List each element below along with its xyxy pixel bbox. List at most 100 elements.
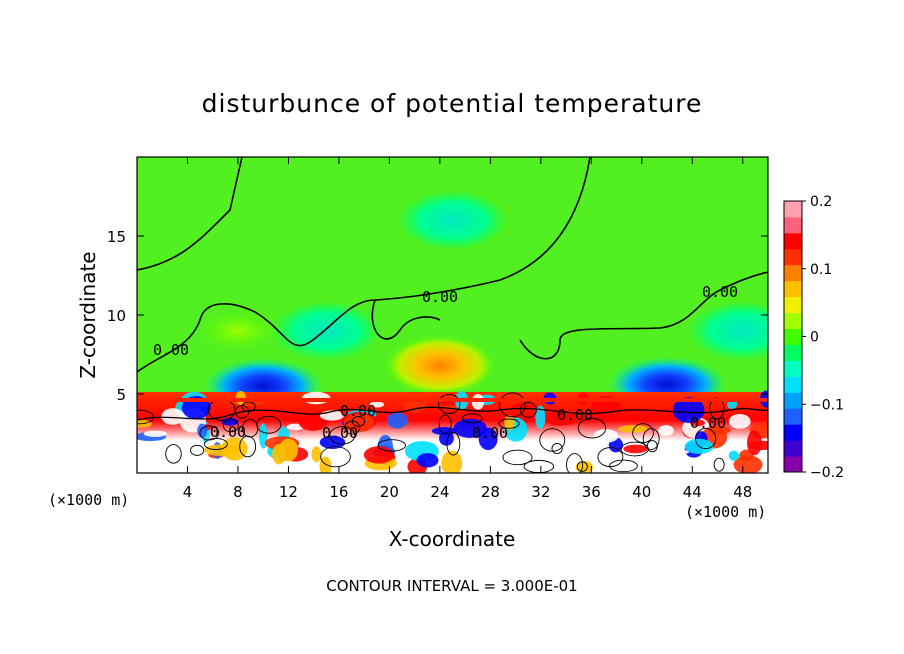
turbulent-contour bbox=[519, 402, 537, 418]
turbulent-blob bbox=[655, 448, 690, 456]
turbulent-blob bbox=[501, 442, 513, 449]
turbulent-blob bbox=[726, 399, 738, 409]
turbulent-contour bbox=[222, 419, 239, 433]
colorbar-segment bbox=[784, 408, 802, 425]
contour-label: 0.00 bbox=[322, 424, 358, 442]
x-tick-label: 4 bbox=[183, 483, 193, 501]
field-feature bbox=[271, 300, 382, 361]
turbulent-blob bbox=[543, 410, 579, 426]
colorbar-segment bbox=[784, 424, 802, 441]
turbulent-blob bbox=[672, 397, 705, 423]
turbulent-contour bbox=[502, 449, 533, 466]
turbulent-blob bbox=[143, 430, 167, 437]
turbulent-contour bbox=[190, 444, 205, 456]
turbulent-blob bbox=[343, 413, 375, 433]
colorbar-tick-label: −0.1 bbox=[810, 397, 844, 413]
turbulent-contour bbox=[351, 415, 366, 427]
x-tick-label: 24 bbox=[430, 483, 449, 501]
contour-interval-note: CONTOUR INTERVAL = 3.000E-01 bbox=[326, 577, 577, 595]
turbulent-contour bbox=[446, 432, 461, 456]
turbulent-blob bbox=[658, 425, 674, 436]
y-axis-label: Z-coordinate bbox=[76, 251, 100, 378]
turbulent-blob bbox=[137, 420, 152, 428]
colorbar-segment bbox=[784, 216, 802, 234]
zero-contour bbox=[137, 157, 591, 373]
contour-label: 0.00 bbox=[690, 414, 726, 432]
x-tick-label: 16 bbox=[329, 483, 348, 501]
turbulent-blob bbox=[535, 405, 546, 430]
zero-contour bbox=[519, 271, 768, 360]
colorbar-segment bbox=[784, 312, 802, 330]
turbulent-contour bbox=[461, 413, 483, 424]
turbulent-blob bbox=[278, 438, 299, 462]
chart-title: disturbunce of potential temperature bbox=[202, 89, 703, 118]
colorbar-tick-label: 0 bbox=[810, 330, 819, 346]
turbulent-blob bbox=[618, 425, 648, 433]
contour-label: 0.00 bbox=[210, 423, 246, 441]
turbulent-contour bbox=[642, 428, 660, 450]
zero-contour bbox=[371, 299, 441, 340]
turbulent-blob bbox=[386, 412, 408, 429]
turbulent-blob bbox=[747, 430, 762, 456]
turbulent-blob bbox=[311, 446, 322, 463]
turbulent-contour bbox=[609, 459, 638, 473]
colorbar-tick-label: −0.2 bbox=[810, 465, 844, 481]
contour-labels: 0.00 0.00 0.00 0.00 0.00 0.00 0.00 0.00 0.00 bbox=[153, 283, 738, 442]
colorbar-tick-label: 0.1 bbox=[810, 262, 832, 278]
turbulent-contour bbox=[646, 440, 658, 453]
x-tick-label: 28 bbox=[481, 483, 500, 501]
contour-label: 0.00 bbox=[422, 288, 458, 306]
turbulent-contour bbox=[597, 447, 624, 468]
turbulent-blob bbox=[710, 426, 731, 435]
turbulent-blob bbox=[453, 418, 487, 438]
turbulent-contour bbox=[709, 397, 725, 420]
plot-area: 0.00 0.00 0.00 0.00 0.00 0.00 0.00 0.00 0.00 bbox=[137, 157, 768, 473]
x-tick-label: 48 bbox=[733, 483, 752, 501]
turbulent-blob bbox=[363, 446, 395, 464]
contour-label: 0.00 bbox=[153, 341, 189, 359]
turbulent-blob bbox=[204, 444, 240, 456]
turbulent-contour bbox=[713, 457, 725, 472]
colorbar-segment bbox=[784, 344, 802, 361]
turbulent-blob bbox=[403, 393, 427, 413]
turbulent-contour bbox=[377, 439, 406, 452]
colorbar-segment bbox=[784, 360, 802, 377]
x-unit-label-right: (×1000 m) bbox=[685, 503, 766, 521]
turbulent-blob bbox=[319, 456, 332, 473]
contour-label: 0.00 bbox=[472, 424, 508, 442]
turbulent-contour bbox=[438, 414, 452, 435]
turbulent-contour bbox=[539, 428, 566, 452]
turbulent-contour bbox=[551, 443, 563, 454]
colorbar-segment bbox=[784, 232, 802, 250]
colorbar bbox=[783, 200, 803, 473]
turbulent-blob bbox=[593, 429, 619, 443]
x-unit-label-left: (×1000 m) bbox=[48, 491, 129, 509]
turbulent-blob bbox=[298, 414, 328, 431]
turbulent-contour bbox=[203, 438, 228, 451]
contour-label: 0.00 bbox=[557, 406, 593, 424]
colorbar-segment bbox=[784, 328, 802, 345]
x-tick-label: 44 bbox=[683, 483, 702, 501]
x-tick-label: 32 bbox=[531, 483, 550, 501]
turbulent-contour bbox=[576, 461, 588, 472]
colorbar-segment bbox=[784, 456, 802, 473]
x-tick-label: 20 bbox=[380, 483, 399, 501]
field-feature bbox=[197, 310, 278, 351]
colorbar-ticks: 0.2 0.1 0 −0.1 −0.2 bbox=[802, 194, 844, 481]
turbulent-blob bbox=[441, 450, 463, 473]
turbulent-blob bbox=[623, 444, 648, 454]
turbulent-contour bbox=[498, 418, 520, 429]
zero-contour bbox=[137, 157, 243, 271]
turbulent-blob bbox=[575, 460, 594, 473]
field-feature bbox=[384, 335, 495, 396]
y-tick-label: 15 bbox=[107, 228, 126, 246]
turbulent-blob bbox=[286, 423, 304, 431]
y-tick-label: 5 bbox=[116, 386, 126, 404]
turbulent-contour bbox=[695, 428, 717, 450]
colorbar-segment bbox=[784, 376, 802, 393]
turbulent-blob bbox=[161, 408, 185, 425]
turbulent-contour bbox=[632, 423, 654, 443]
y-tick-label: 10 bbox=[107, 307, 126, 325]
colorbar-segment bbox=[784, 440, 802, 457]
